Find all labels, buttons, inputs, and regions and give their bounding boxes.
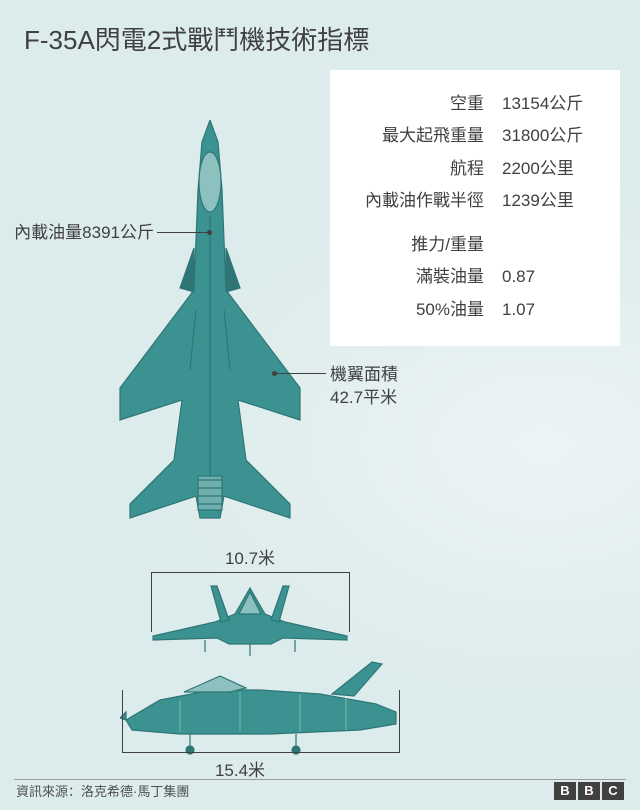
spec-row: 滿裝油量 0.87 [352, 261, 598, 293]
spec-label: 內載油作戰半徑 [352, 185, 484, 217]
spec-row: 最大起飛重量 31800公斤 [352, 120, 598, 152]
spec-value: 1239公里 [484, 185, 598, 217]
footer-rule [14, 779, 626, 780]
leader-dot [272, 371, 277, 376]
page-title: F-35A閃電2式戰鬥機技術指標 [24, 20, 369, 57]
spec-value: 1.07 [484, 294, 598, 326]
spec-value: 0.87 [484, 261, 598, 293]
leader-line [157, 232, 207, 233]
callout-text: 42.7平米 [330, 387, 450, 410]
spec-label: 最大起飛重量 [352, 120, 484, 152]
spec-value: 31800公斤 [484, 120, 598, 152]
spec-row: 內載油作戰半徑 1239公里 [352, 185, 598, 217]
spec-value: 13154公斤 [484, 88, 598, 120]
jet-top-view [90, 120, 330, 520]
spec-row: 50%油量 1.07 [352, 294, 598, 326]
jet-front-view [145, 578, 355, 658]
dim-line [399, 690, 400, 752]
spec-label: 50%油量 [352, 294, 484, 326]
spec-row: 空重 13154公斤 [352, 88, 598, 120]
dim-line [122, 690, 123, 752]
leader-dot [207, 230, 212, 235]
spec-label: 空重 [352, 88, 484, 120]
spec-value: 2200公里 [484, 153, 598, 185]
logo-block: C [602, 782, 624, 800]
callout-text: 機翼面積 [330, 364, 450, 387]
callout-fuel: 內載油量8391公斤 [14, 222, 154, 245]
dim-line [122, 752, 400, 753]
spec-value [484, 229, 598, 261]
spec-table: 空重 13154公斤 最大起飛重量 31800公斤 航程 2200公里 內載油作… [330, 70, 620, 346]
logo-block: B [578, 782, 600, 800]
logo-block: B [554, 782, 576, 800]
source-credit: 資訊來源：洛克希德·馬丁集團 [16, 781, 189, 800]
spec-label: 滿裝油量 [352, 261, 484, 293]
dim-wingspan: 10.7米 [210, 544, 290, 569]
spec-label: 航程 [352, 153, 484, 185]
callout-wing-area: 機翼面積 42.7平米 [330, 364, 450, 410]
spec-row: 推力/重量 [352, 229, 598, 261]
spec-label: 推力/重量 [352, 229, 484, 261]
dim-length: 15.4米 [200, 756, 280, 781]
spec-row: 航程 2200公里 [352, 153, 598, 185]
jet-side-view [120, 660, 400, 755]
leader-line [276, 373, 326, 374]
bbc-logo: B B C [554, 782, 624, 800]
dim-line [151, 572, 349, 573]
